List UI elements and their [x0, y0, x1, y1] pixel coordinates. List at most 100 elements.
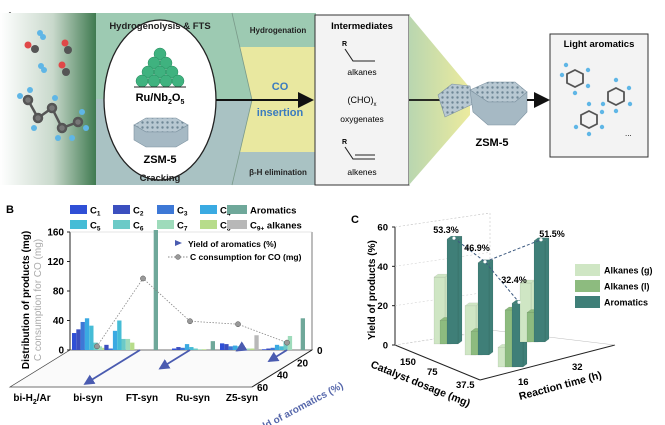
intermediates-title: Intermediates — [331, 21, 393, 32]
legend-swatch-c2 — [113, 205, 130, 214]
bar-c1-z5-syn — [262, 349, 267, 350]
aromatics-trend-line-dosage — [453, 237, 520, 303]
yield-arrow-2 — [158, 349, 191, 370]
category-label-part: 2 — [33, 399, 37, 406]
bar-c5-z5-syn — [279, 346, 284, 350]
ru-nanoparticles-icon — [134, 47, 186, 88]
chart-b-ztick-label: 60 — [257, 383, 269, 394]
aromatics-point-2 — [517, 300, 521, 304]
bar-c5-bi-h2-ar — [89, 325, 94, 350]
legend-label-part: C — [133, 206, 140, 217]
legend-label-part: 7 — [184, 226, 188, 233]
chart-c-ytick-label: 0 — [383, 341, 388, 352]
bar-aromatics-1 — [477, 262, 490, 356]
legend-label-part: C — [220, 221, 227, 232]
legend-swatch-c3 — [157, 205, 174, 214]
legend-label-part: 6 — [140, 226, 144, 233]
bar-c5-ft-syn — [189, 347, 194, 350]
bar-c2-bi-h2-ar — [76, 329, 81, 350]
bar-c9-alkanes-ru-syn — [254, 335, 259, 350]
chart-b-ytick-label: 40 — [53, 316, 65, 327]
polymer-chain-icon — [17, 87, 89, 141]
bar-c2-z5-syn — [266, 348, 271, 350]
yield-arrow-1 — [83, 349, 141, 385]
co-label: CO — [272, 81, 289, 93]
bar-c1-bi-h2-ar — [72, 333, 77, 350]
chart-c-ylabel: Yield of products (%) — [367, 240, 378, 340]
bar-c6-ft-syn — [193, 348, 198, 350]
bar-c3-bi-h2-ar — [80, 321, 85, 350]
panel-b-chart: B Distribution of products (mg) C consum… — [6, 204, 345, 425]
bar-c4-bi-syn — [112, 330, 118, 350]
chart-c-ytick-label: 20 — [377, 301, 388, 312]
r-group-2: R — [342, 139, 347, 146]
legend-label-part: Aromatics — [250, 206, 296, 217]
bar-c3-ft-syn — [180, 347, 185, 350]
bar-aromatics-0 — [446, 238, 459, 345]
aromatics-point-0 — [452, 236, 456, 240]
bar-c1-ru-syn — [220, 343, 225, 350]
bar-aromatics-1-side — [488, 259, 494, 356]
legend-label-c1: C1 — [90, 206, 101, 218]
co-consumption-point-2 — [187, 318, 193, 325]
alkene-structure-icon — [344, 146, 375, 160]
legend-label-c3: C3 — [177, 206, 188, 218]
insertion-label: insertion — [257, 107, 304, 119]
co-legend-label: C consumption for CO (mg) — [190, 252, 302, 262]
zsm5-outer-label: ZSM-5 — [476, 137, 509, 149]
legend-label-part: 9+ — [257, 226, 265, 233]
category-label-part: bi-H — [13, 393, 32, 404]
bar-aromatics-ft-syn — [210, 341, 215, 350]
bar-aromatics-3 — [533, 240, 546, 343]
bar-c6-bi-syn — [121, 338, 126, 350]
panel-b-label: B — [6, 204, 14, 216]
bar-c8-bi-h2-ar — [102, 347, 107, 350]
category-label-part: bi-syn — [73, 393, 102, 404]
bar-c4-bi-h2-ar — [84, 318, 90, 350]
bar-c2-bi-syn — [104, 344, 109, 350]
bar-c5-bi-syn — [117, 320, 122, 350]
bar-c1-ft-syn — [172, 348, 177, 350]
legend-swatch-c9-alkanes — [227, 220, 247, 229]
co-consumption-line — [96, 277, 288, 347]
bar-c6-z5-syn — [283, 341, 288, 350]
chart-c-xtick-label: 37.5 — [456, 380, 475, 391]
legend-label-aromatics: Aromatics — [604, 298, 648, 308]
zsm5-crystal-icon — [133, 117, 189, 148]
chart-b-ylabel2: C consumption for CO (mg) — [33, 239, 44, 361]
legend-swatch-aromatics — [227, 205, 247, 214]
legend-label-alkanes-l-: Alkanes (l) — [604, 282, 650, 292]
legend-label-c2: C2 — [133, 206, 144, 218]
legend-label-part: 1 — [97, 211, 101, 218]
legend-swatch-alkanes-l- — [575, 280, 600, 292]
legend-label-part: 2 — [140, 211, 144, 218]
light-aromatics-box — [549, 33, 649, 158]
legend-swatch-c1 — [70, 205, 87, 214]
co-consumption-point-4 — [284, 339, 290, 346]
chart-b-ytick-label: 80 — [53, 287, 65, 298]
legend-label-part: C — [177, 206, 184, 217]
panel-a: A Hydrogenolysis & FTS Cracking Ru — [0, 11, 649, 186]
bar-aromatics-z5-syn — [300, 318, 305, 350]
chart-c-ztick-label: 16 — [518, 377, 529, 388]
aromatic-molecules-icon — [559, 62, 633, 137]
beta-h-elimination-label: β-H elimination — [249, 168, 307, 177]
bar-c4-ft-syn — [184, 344, 190, 350]
alkenes-label: alkenes — [347, 167, 376, 177]
aromatics-value-label-1: 46.9% — [464, 243, 490, 253]
bar-c8-bi-syn — [130, 342, 135, 350]
feedstock-background — [0, 13, 96, 185]
yield-arrow-4 — [267, 349, 288, 363]
hydrogenation-label: Hydrogenation — [250, 26, 307, 35]
bar-c6-ru-syn — [241, 347, 246, 350]
legend-label-part: 3 — [184, 211, 188, 218]
category-label-part: FT-syn — [126, 393, 158, 404]
bar-c7-bi-h2-ar — [97, 346, 103, 350]
legend-label-alkanes-g-: Alkanes (g) — [604, 266, 653, 276]
aromatics-value-label-0: 53.3% — [433, 225, 459, 235]
category-label-1: bi-syn — [73, 393, 102, 404]
r-group-1: R — [342, 41, 347, 48]
chart-b-ztick-label: 0 — [317, 346, 323, 357]
legend-label-part: C — [177, 221, 184, 232]
bar-c2-ru-syn — [224, 344, 229, 350]
